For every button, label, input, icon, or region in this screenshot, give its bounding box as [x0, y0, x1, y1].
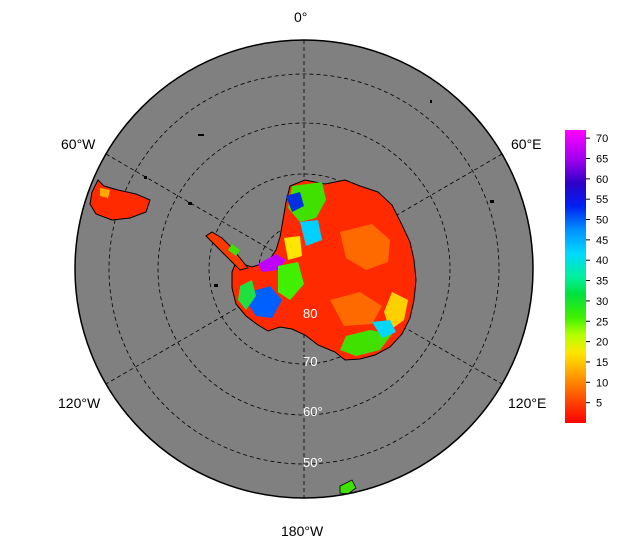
colorbar: 70 65 60 55 50 45 40 35 30 25 20 15 10 5 [565, 130, 608, 423]
patch-yellow-center [284, 236, 302, 260]
colorbar-tick-label: 20 [596, 337, 608, 349]
island-2 [144, 176, 147, 179]
value-patches [228, 182, 408, 356]
lon-label-120e: 120°E [508, 395, 547, 411]
colorbar-bar [565, 130, 586, 423]
lat-circle-60 [157, 122, 451, 416]
lat-label-60: 60° [303, 404, 323, 419]
patch-blue-west [248, 286, 282, 318]
lon-label-60w: 60°W [61, 136, 96, 152]
colorbar-tick-label: 55 [596, 194, 608, 206]
lon-label-180w: 180°W [281, 523, 324, 539]
colorbar-tick-label: 5 [596, 398, 602, 410]
new-zealand-tip [339, 479, 357, 495]
island-3 [188, 202, 192, 205]
colorbar-tick-label: 30 [596, 296, 608, 308]
colorbar-tick-label: 40 [596, 255, 608, 267]
patch-cyan-south [372, 320, 396, 338]
meridian-lines [105, 40, 503, 498]
colorbar-tick-label: 15 [596, 357, 608, 369]
patch-green-south [340, 330, 392, 356]
lat-circle-50 [108, 73, 500, 465]
lat-label-50: 50° [303, 455, 323, 470]
patch-blue-north [286, 192, 304, 212]
island-1 [198, 134, 204, 136]
lon-label-120w: 120°W [58, 395, 101, 411]
colorbar-tick-label: 25 [596, 316, 608, 328]
patch-green-north [288, 182, 326, 222]
colorbar-tick-label: 65 [596, 153, 608, 165]
meridian-60e-120w [105, 153, 503, 385]
colorbar-tick-label: 50 [596, 215, 608, 227]
patch-green-center [278, 262, 304, 300]
disc-border [74, 39, 534, 499]
colorbar-tick-label: 60 [596, 174, 608, 186]
lat-label-70: 70 [303, 354, 317, 369]
patch-green-west [238, 280, 256, 310]
colorbar-tick-label: 45 [596, 235, 608, 247]
island-4 [490, 200, 494, 203]
colorbar-tick-label: 70 [596, 133, 608, 145]
lon-label-60e: 60°E [511, 136, 542, 152]
patch-green-peninsula [228, 244, 240, 256]
patch-cyan-mid [300, 220, 322, 246]
islands [144, 100, 494, 287]
patch-orange-south [330, 292, 382, 326]
lon-label-0: 0° [294, 9, 308, 25]
colorbar-tick-label: 10 [596, 377, 608, 389]
meridian-60w-120e [105, 153, 503, 385]
colorbar-tick-label: 35 [596, 276, 608, 288]
island-6 [214, 284, 218, 287]
south-america-patch [100, 188, 110, 198]
lat-label-80: 80 [303, 306, 317, 321]
island-5 [430, 100, 432, 103]
patch-orange-east [340, 224, 390, 270]
